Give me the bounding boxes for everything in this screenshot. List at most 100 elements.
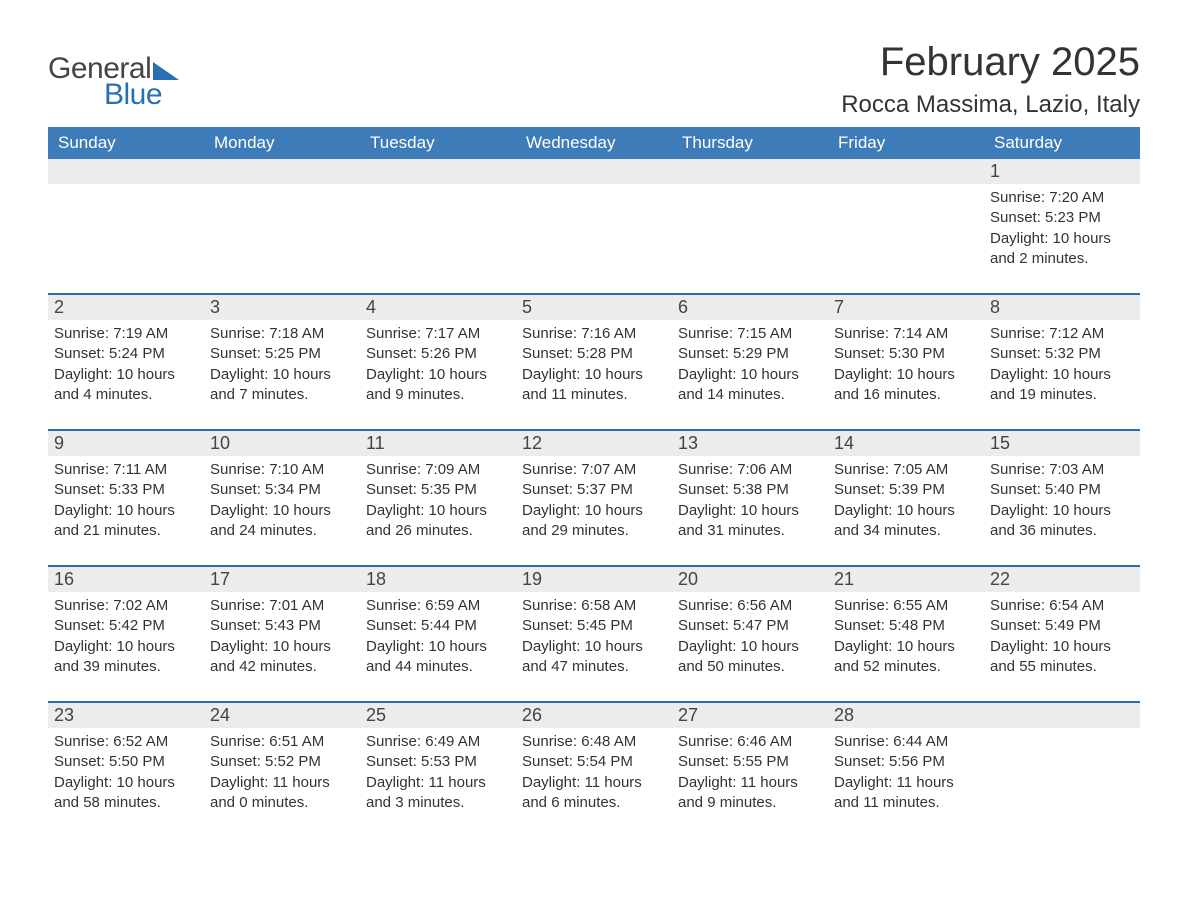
day-number: 7: [828, 295, 984, 320]
dow-sunday: Sunday: [48, 127, 204, 159]
sunrise-line: Sunrise: 7:05 AM: [834, 460, 978, 480]
sunrise-line: Sunrise: 7:17 AM: [366, 324, 510, 344]
daylight-line: Daylight: 10 hours and 39 minutes.: [54, 637, 198, 678]
sunset-line: Sunset: 5:53 PM: [366, 752, 510, 772]
daylight-line: Daylight: 11 hours and 11 minutes.: [834, 773, 978, 814]
day-number: 21: [828, 567, 984, 592]
logo-triangle-icon: [153, 62, 179, 80]
sunrise-line: Sunrise: 6:51 AM: [210, 732, 354, 752]
day-cell: Sunrise: 7:06 AMSunset: 5:38 PMDaylight:…: [672, 456, 828, 543]
sunset-line: Sunset: 5:40 PM: [990, 480, 1134, 500]
day-number: 23: [48, 703, 204, 728]
sunset-line: Sunset: 5:39 PM: [834, 480, 978, 500]
week-row: 9101112131415Sunrise: 7:11 AMSunset: 5:3…: [48, 429, 1140, 543]
day-cell: [984, 728, 1140, 815]
day-cell: Sunrise: 6:52 AMSunset: 5:50 PMDaylight:…: [48, 728, 204, 815]
sunset-line: Sunset: 5:45 PM: [522, 616, 666, 636]
week-row: 1Sunrise: 7:20 AMSunset: 5:23 PMDaylight…: [48, 159, 1140, 271]
sunset-line: Sunset: 5:52 PM: [210, 752, 354, 772]
sunset-line: Sunset: 5:23 PM: [990, 208, 1134, 228]
daylight-line: Daylight: 10 hours and 2 minutes.: [990, 229, 1134, 270]
daylight-line: Daylight: 10 hours and 19 minutes.: [990, 365, 1134, 406]
day-number: 3: [204, 295, 360, 320]
day-cell: Sunrise: 7:01 AMSunset: 5:43 PMDaylight:…: [204, 592, 360, 679]
day-number: 5: [516, 295, 672, 320]
sunset-line: Sunset: 5:30 PM: [834, 344, 978, 364]
sunset-line: Sunset: 5:24 PM: [54, 344, 198, 364]
dow-tuesday: Tuesday: [360, 127, 516, 159]
day-number: [828, 159, 984, 184]
daynum-row: 232425262728: [48, 703, 1140, 728]
sunset-line: Sunset: 5:44 PM: [366, 616, 510, 636]
day-number: 12: [516, 431, 672, 456]
day-cell: Sunrise: 6:59 AMSunset: 5:44 PMDaylight:…: [360, 592, 516, 679]
daylight-line: Daylight: 10 hours and 47 minutes.: [522, 637, 666, 678]
day-cell: Sunrise: 7:15 AMSunset: 5:29 PMDaylight:…: [672, 320, 828, 407]
day-number: [516, 159, 672, 184]
day-number: [672, 159, 828, 184]
daylight-line: Daylight: 10 hours and 50 minutes.: [678, 637, 822, 678]
day-cell: Sunrise: 7:17 AMSunset: 5:26 PMDaylight:…: [360, 320, 516, 407]
day-number: 22: [984, 567, 1140, 592]
day-number: 28: [828, 703, 984, 728]
day-number: 9: [48, 431, 204, 456]
day-number: 26: [516, 703, 672, 728]
day-cell: Sunrise: 7:18 AMSunset: 5:25 PMDaylight:…: [204, 320, 360, 407]
daynum-row: 2345678: [48, 295, 1140, 320]
day-cell: Sunrise: 6:48 AMSunset: 5:54 PMDaylight:…: [516, 728, 672, 815]
sunrise-line: Sunrise: 7:06 AM: [678, 460, 822, 480]
title-block: February 2025 Rocca Massima, Lazio, Ital…: [841, 40, 1140, 119]
daylight-line: Daylight: 11 hours and 9 minutes.: [678, 773, 822, 814]
day-number: 13: [672, 431, 828, 456]
daylight-line: Daylight: 11 hours and 0 minutes.: [210, 773, 354, 814]
sunrise-line: Sunrise: 6:46 AM: [678, 732, 822, 752]
day-number: 25: [360, 703, 516, 728]
daylight-line: Daylight: 10 hours and 29 minutes.: [522, 501, 666, 542]
sunrise-line: Sunrise: 6:59 AM: [366, 596, 510, 616]
day-cell: [204, 184, 360, 271]
dow-wednesday: Wednesday: [516, 127, 672, 159]
daylight-line: Daylight: 10 hours and 31 minutes.: [678, 501, 822, 542]
sunrise-line: Sunrise: 7:12 AM: [990, 324, 1134, 344]
day-cell: Sunrise: 7:02 AMSunset: 5:42 PMDaylight:…: [48, 592, 204, 679]
sunset-line: Sunset: 5:33 PM: [54, 480, 198, 500]
day-number: 4: [360, 295, 516, 320]
logo: General Blue: [48, 52, 179, 112]
sunset-line: Sunset: 5:37 PM: [522, 480, 666, 500]
day-cell: Sunrise: 6:49 AMSunset: 5:53 PMDaylight:…: [360, 728, 516, 815]
day-cell: Sunrise: 7:11 AMSunset: 5:33 PMDaylight:…: [48, 456, 204, 543]
daylight-line: Daylight: 10 hours and 58 minutes.: [54, 773, 198, 814]
daylight-line: Daylight: 10 hours and 26 minutes.: [366, 501, 510, 542]
dow-thursday: Thursday: [672, 127, 828, 159]
sunset-line: Sunset: 5:32 PM: [990, 344, 1134, 364]
sunrise-line: Sunrise: 7:19 AM: [54, 324, 198, 344]
day-number: 8: [984, 295, 1140, 320]
day-number: [984, 703, 1140, 728]
day-cell: Sunrise: 6:55 AMSunset: 5:48 PMDaylight:…: [828, 592, 984, 679]
logo-text-blue: Blue: [104, 78, 179, 112]
week-row: 2345678Sunrise: 7:19 AMSunset: 5:24 PMDa…: [48, 293, 1140, 407]
day-cell: Sunrise: 6:58 AMSunset: 5:45 PMDaylight:…: [516, 592, 672, 679]
daylight-line: Daylight: 10 hours and 52 minutes.: [834, 637, 978, 678]
day-cell: Sunrise: 7:07 AMSunset: 5:37 PMDaylight:…: [516, 456, 672, 543]
sunrise-line: Sunrise: 7:02 AM: [54, 596, 198, 616]
sunset-line: Sunset: 5:47 PM: [678, 616, 822, 636]
daylight-line: Daylight: 10 hours and 4 minutes.: [54, 365, 198, 406]
sunrise-line: Sunrise: 7:15 AM: [678, 324, 822, 344]
day-number: 20: [672, 567, 828, 592]
sunset-line: Sunset: 5:29 PM: [678, 344, 822, 364]
day-cell: Sunrise: 7:03 AMSunset: 5:40 PMDaylight:…: [984, 456, 1140, 543]
daynum-row: 9101112131415: [48, 431, 1140, 456]
day-cell: Sunrise: 7:12 AMSunset: 5:32 PMDaylight:…: [984, 320, 1140, 407]
sunset-line: Sunset: 5:56 PM: [834, 752, 978, 772]
sunrise-line: Sunrise: 7:18 AM: [210, 324, 354, 344]
day-number: [48, 159, 204, 184]
day-cell: Sunrise: 7:10 AMSunset: 5:34 PMDaylight:…: [204, 456, 360, 543]
day-number: 14: [828, 431, 984, 456]
week-row: 16171819202122Sunrise: 7:02 AMSunset: 5:…: [48, 565, 1140, 679]
day-number: 16: [48, 567, 204, 592]
sunset-line: Sunset: 5:26 PM: [366, 344, 510, 364]
sunrise-line: Sunrise: 6:44 AM: [834, 732, 978, 752]
sunset-line: Sunset: 5:34 PM: [210, 480, 354, 500]
day-cell: Sunrise: 7:16 AMSunset: 5:28 PMDaylight:…: [516, 320, 672, 407]
